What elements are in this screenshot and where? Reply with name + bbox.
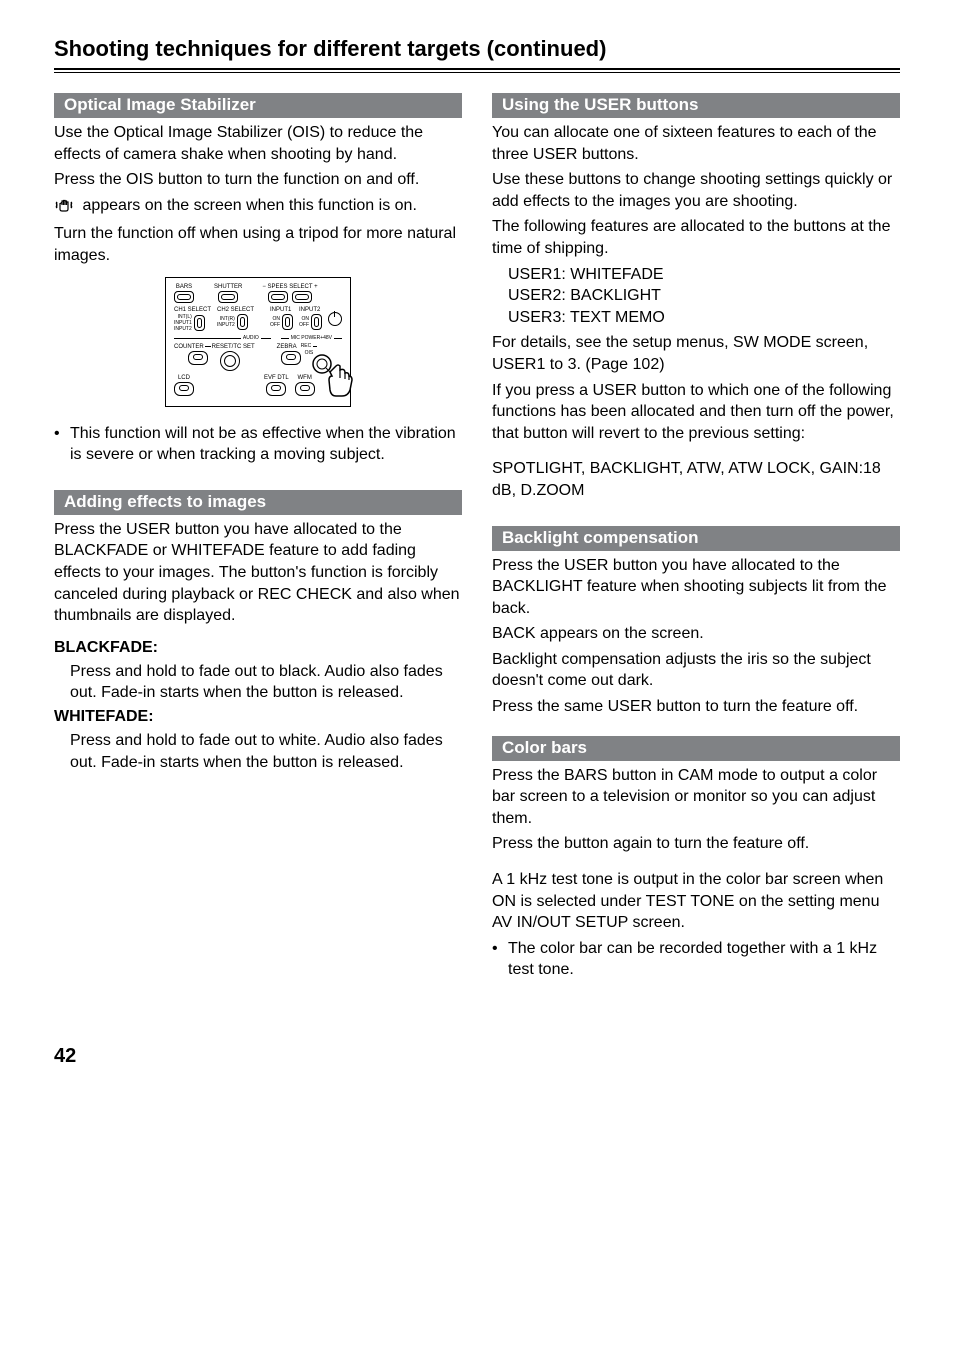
power-icon: [328, 312, 342, 326]
diagram-label-ch2: CH2 SELECT: [217, 307, 254, 313]
diagram-label-inp2b: INPUT2: [217, 322, 235, 328]
diagram-switch-input2: [311, 314, 322, 330]
diagram-label-off2: OFF: [299, 322, 309, 328]
diagram-label-reset: RESET/TC SET: [212, 344, 255, 350]
diagram-wrap: BARS SHUTTER − SPEES SELECT +: [54, 277, 462, 407]
ois-bullet-text: This function will not be as effective w…: [70, 423, 462, 466]
blackfade-term: BLACKFADE:: [54, 639, 462, 657]
columns: Optical Image Stabilizer Use the Optical…: [54, 87, 900, 985]
colorbars-bullet-text: The color bar can be recorded together w…: [508, 938, 900, 981]
user-p3: The following features are allocated to …: [492, 216, 900, 259]
user-u3: USER3: TEXT MEMO: [492, 307, 900, 329]
diagram-label-bars: BARS: [176, 284, 192, 290]
diagram-btn-speed-plus: [292, 291, 312, 303]
user-u1: USER1: WHITEFADE: [492, 264, 900, 286]
user-u2: USER2: BACKLIGHT: [492, 285, 900, 307]
section-user-heading: Using the USER buttons: [492, 93, 900, 118]
diagram-label-input2: INPUT2: [299, 307, 320, 313]
diagram-btn-zebra: [281, 351, 301, 365]
user-p4: For details, see the setup menus, SW MOD…: [492, 332, 900, 375]
diagram-btn-speed-minus: [268, 291, 288, 303]
bullet-icon: •: [492, 938, 508, 981]
ois-bullet: • This function will not be as effective…: [54, 423, 462, 466]
title-rule: [54, 68, 900, 73]
bullet-icon: •: [54, 423, 70, 466]
user-p6: SPOTLIGHT, BACKLIGHT, ATW, ATW LOCK, GAI…: [492, 458, 900, 501]
page: Shooting techniques for different target…: [0, 0, 954, 1108]
colorbars-p3: A 1 kHz test tone is output in the color…: [492, 869, 900, 934]
user-p2: Use these buttons to change shooting set…: [492, 169, 900, 212]
ois-hand-icon: [54, 197, 74, 220]
diagram-label-input1: INPUT1: [270, 307, 291, 313]
section-effects-heading: Adding effects to images: [54, 490, 462, 515]
diagram-label-intr: INT(R): [217, 316, 235, 322]
left-column: Optical Image Stabilizer Use the Optical…: [54, 87, 462, 985]
section-backlight-heading: Backlight compensation: [492, 526, 900, 551]
diagram-label-inp1a: INPUT1: [174, 320, 192, 326]
whitefade-text: Press and hold to fade out to white. Aud…: [54, 730, 462, 773]
diagram-btn-shutter: [218, 291, 238, 303]
diagram-label-speed: − SPEES SELECT +: [262, 284, 317, 290]
colorbars-bullet: • The color bar can be recorded together…: [492, 938, 900, 981]
user-p5: If you press a USER button to which one …: [492, 380, 900, 445]
control-panel-diagram: BARS SHUTTER − SPEES SELECT +: [165, 277, 351, 407]
diagram-switch-input1: [282, 314, 293, 330]
ois-p3: appears on the screen when this function…: [54, 195, 462, 220]
section-colorbars-heading: Color bars: [492, 736, 900, 761]
right-column: Using the USER buttons You can allocate …: [492, 87, 900, 985]
diagram-label-off1: OFF: [270, 322, 280, 328]
page-number: 42: [54, 1045, 900, 1068]
ois-p1: Use the Optical Image Stabilizer (OIS) t…: [54, 122, 462, 165]
pointing-hand-icon: [312, 354, 356, 400]
ois-p3-text: appears on the screen when this function…: [82, 197, 416, 214]
diagram-btn-reset: [220, 351, 240, 371]
backlight-p4: Press the same USER button to turn the f…: [492, 696, 900, 718]
diagram-btn-bars: [174, 291, 194, 303]
diagram-btn-evf: [266, 382, 286, 396]
ois-p4: Turn the function off when using a tripo…: [54, 223, 462, 266]
diagram-switch-ch1: [194, 315, 205, 331]
ois-p2: Press the OIS button to turn the functio…: [54, 169, 462, 191]
diagram-label-rec: REC: [301, 343, 312, 349]
page-title: Shooting techniques for different target…: [54, 36, 900, 62]
diagram-label-micpower: MIC POWER+48V: [291, 336, 332, 341]
diagram-label-lcd: LCD: [178, 375, 190, 381]
diagram-switch-ch2: [237, 314, 248, 330]
diagram-btn-lcd: [174, 382, 194, 396]
section-ois-heading: Optical Image Stabilizer: [54, 93, 462, 118]
diagram-label-counter: COUNTER: [174, 344, 204, 350]
backlight-p2: BACK appears on the screen.: [492, 623, 900, 645]
blackfade-text: Press and hold to fade out to black. Aud…: [54, 661, 462, 704]
diagram-label-ch1: CH1 SELECT: [174, 307, 211, 313]
backlight-p1: Press the USER button you have allocated…: [492, 555, 900, 620]
diagram-btn-counter: [188, 351, 208, 365]
colorbars-p2: Press the button again to turn the featu…: [492, 833, 900, 855]
colorbars-p1: Press the BARS button in CAM mode to out…: [492, 765, 900, 830]
diagram-label-shutter: SHUTTER: [214, 284, 242, 290]
diagram-label-inp2a: INPUT2: [174, 326, 192, 332]
effects-p1: Press the USER button you have allocated…: [54, 519, 462, 627]
diagram-label-zebra: ZEBRA: [277, 344, 297, 350]
whitefade-term: WHITEFADE:: [54, 708, 462, 726]
user-p1: You can allocate one of sixteen features…: [492, 122, 900, 165]
diagram-label-audio: AUDIO: [243, 336, 259, 341]
diagram-label-wfm: WFM: [297, 375, 311, 381]
diagram-label-evf: EVF DTL: [264, 375, 289, 381]
backlight-p3: Backlight compensation adjusts the iris …: [492, 649, 900, 692]
